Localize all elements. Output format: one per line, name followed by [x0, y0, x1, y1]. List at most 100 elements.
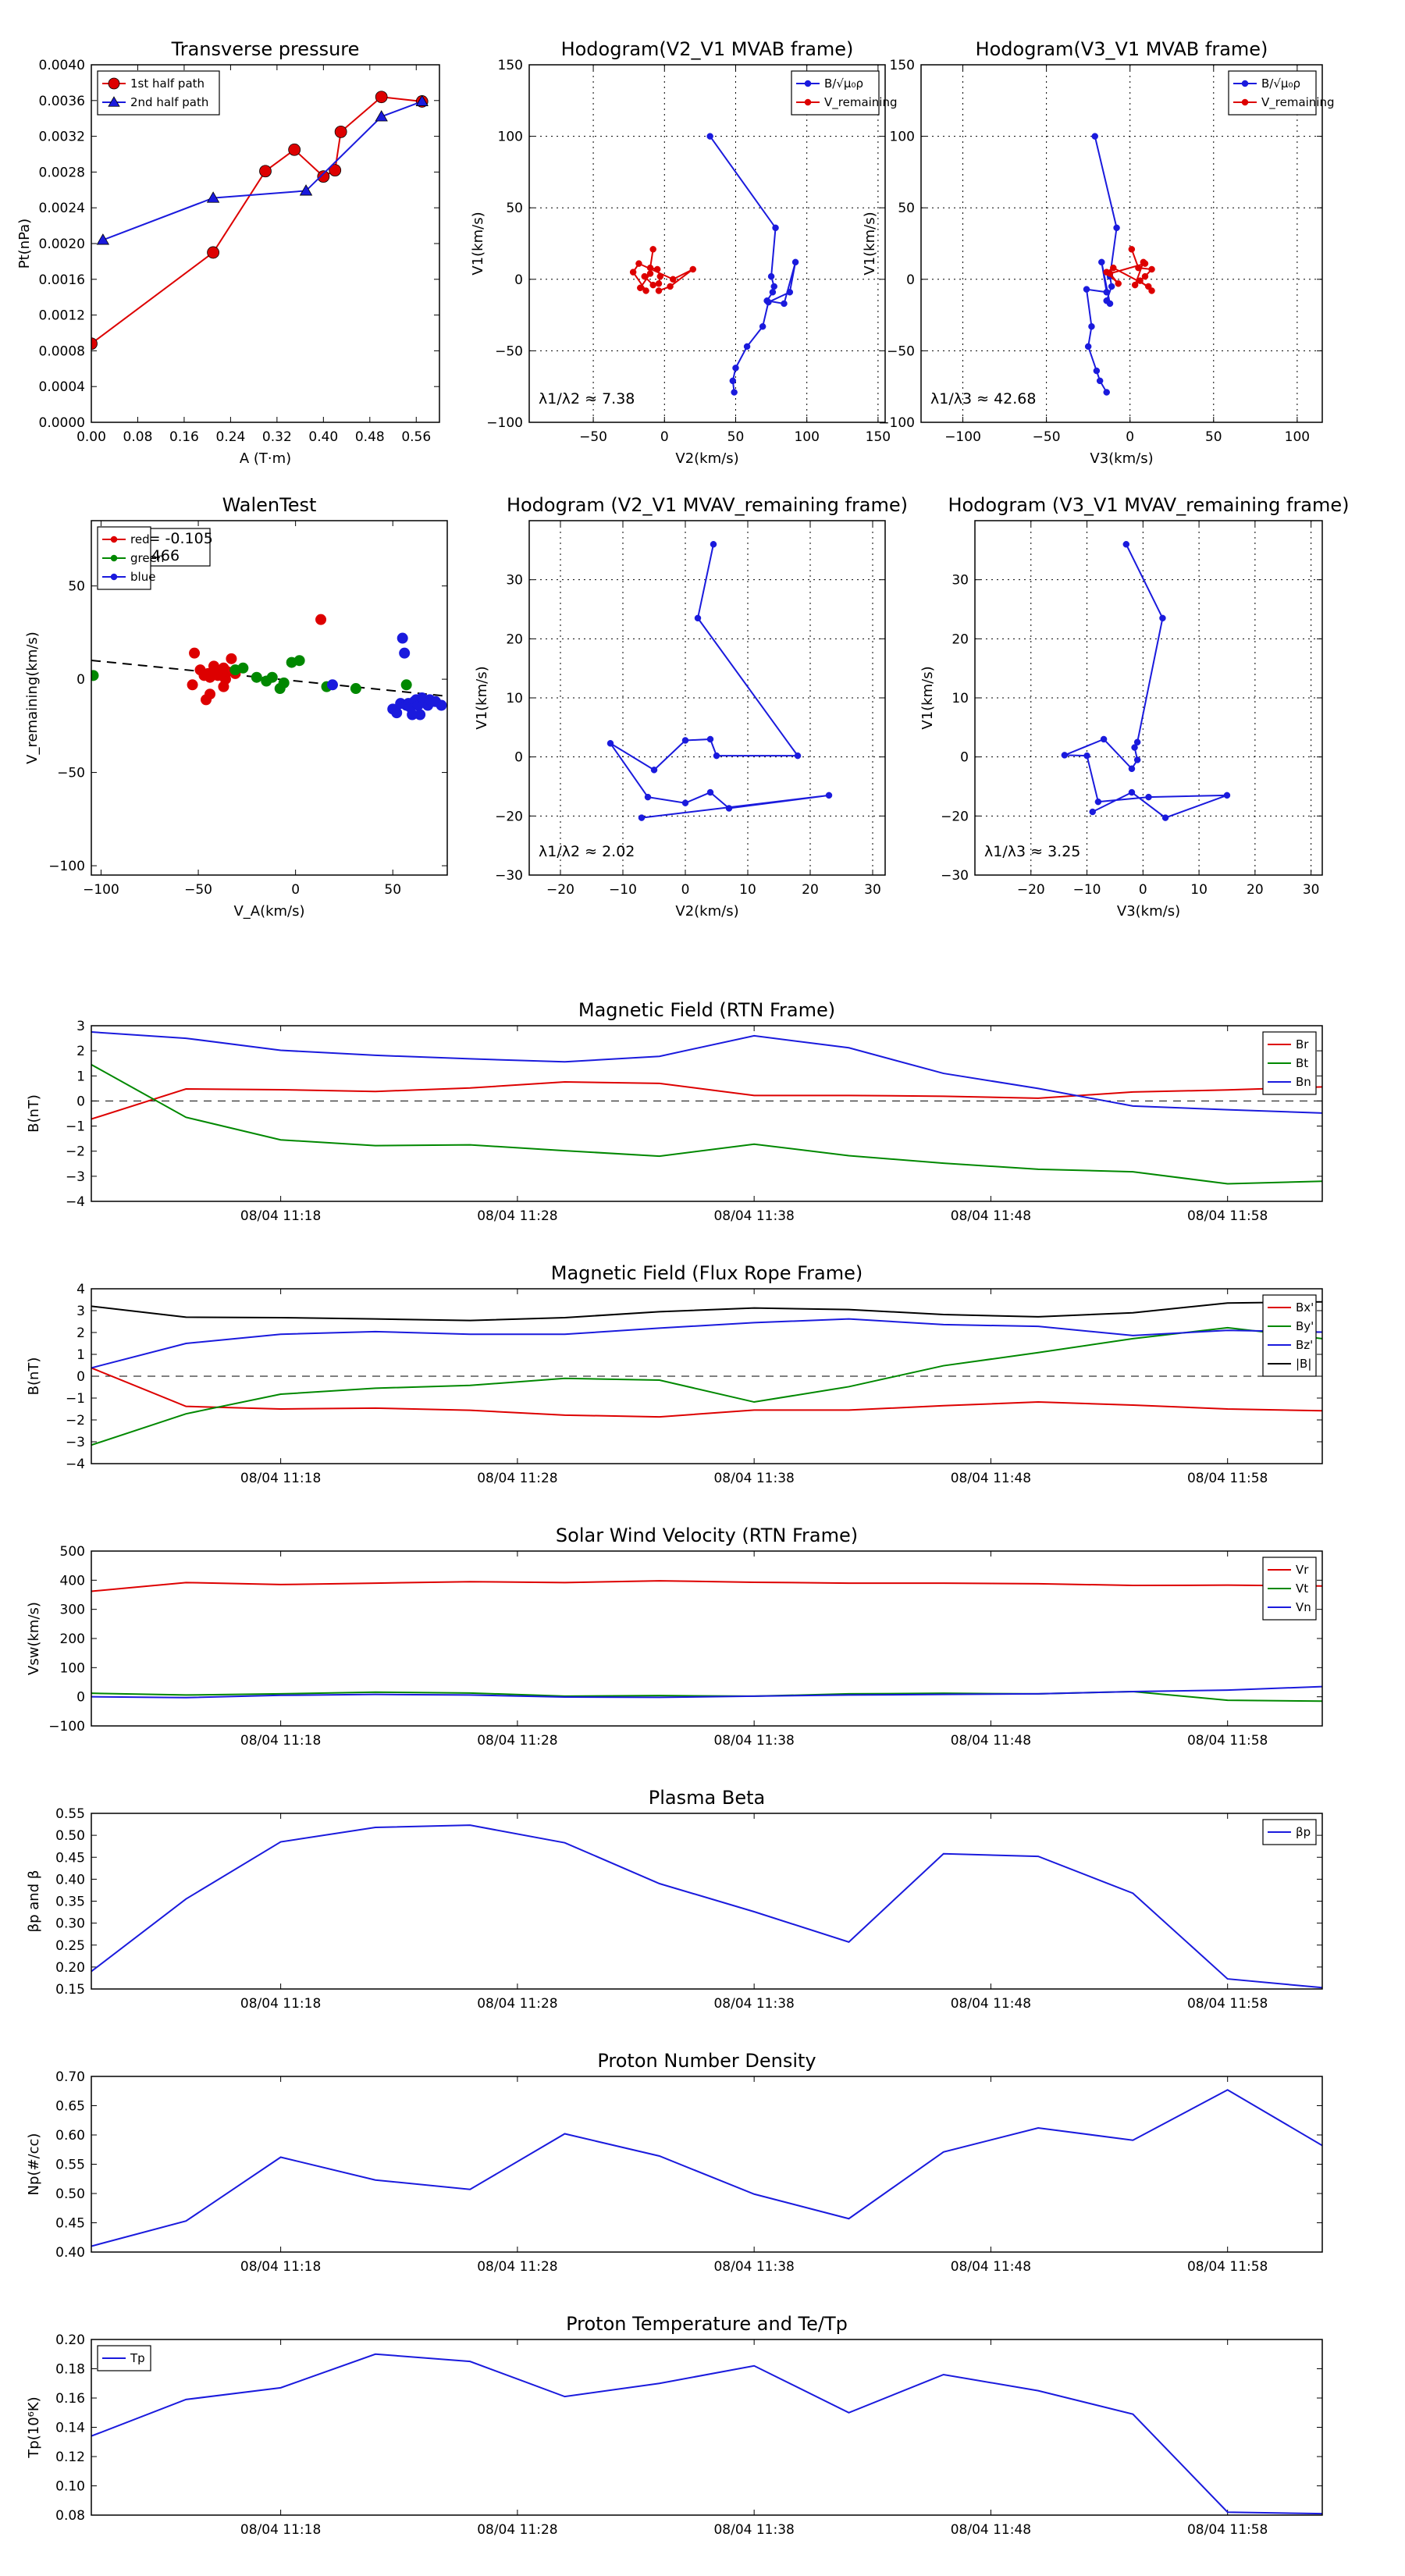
y-tick-label: 50	[898, 201, 915, 216]
data-point	[641, 272, 648, 280]
data-point	[637, 284, 644, 292]
plot-frame	[91, 1288, 1323, 1464]
y-axis-label: V1(km/s)	[474, 666, 490, 729]
data-point	[649, 281, 656, 289]
chart-h1: Hodogram(V2_V1 MVAB frame) −50 0 50 100 150 −1…	[470, 38, 898, 467]
y-tick-label: 0	[514, 272, 523, 288]
y-tick-label: 0.08	[55, 2508, 85, 2524]
plot-area	[91, 1300, 1322, 1446]
x-tick-label: 20	[802, 882, 819, 898]
legend-box	[1262, 1294, 1317, 1377]
series-line	[91, 1685, 1322, 1699]
series-line	[91, 1824, 1322, 1989]
x-tick-label: 0	[681, 882, 690, 898]
series-line	[91, 1300, 1322, 1322]
y-tick-label: −100	[486, 415, 523, 431]
x-tick-label: 08/04 11:38	[713, 2522, 794, 2538]
chart-title: Magnetic Field (Flux Rope Frame)	[551, 1262, 863, 1284]
y-tick-label: 0.25	[55, 1938, 85, 1954]
y-tick-label: −3	[66, 1169, 85, 1185]
data-point	[259, 165, 272, 178]
legend-box	[97, 70, 220, 116]
plot-area	[606, 541, 833, 821]
y-tick-label: −50	[495, 343, 523, 359]
ratio-annotation: λ1/λ2 ≈ 7.38	[539, 390, 635, 407]
y-tick-label: 0.20	[55, 1960, 85, 1976]
plot-frame	[91, 1550, 1323, 1727]
data-point	[706, 788, 714, 796]
data-point	[791, 258, 799, 266]
y-axis-label: Pt(nPa)	[16, 219, 33, 269]
chart-title: WalenTest	[222, 494, 317, 516]
legend-box	[1228, 70, 1317, 116]
legend-label: blue	[130, 570, 155, 584]
legend-label: Vr	[1296, 1563, 1309, 1577]
data-point	[765, 298, 772, 306]
chart-tp: Transverse pressure 0.00 0.08 0.16 0.24 0.32 0…	[16, 38, 440, 467]
legend-marker	[108, 96, 120, 107]
data-point	[759, 323, 767, 330]
x-tick-label: 08/04 11:48	[951, 1996, 1031, 2012]
y-tick-label: 0	[76, 1369, 85, 1385]
y-tick-label: 10	[951, 691, 969, 706]
legend-label: Vn	[1296, 1600, 1311, 1614]
x-tick-label: 08/04 11:38	[713, 1208, 794, 1224]
data-point	[317, 170, 330, 183]
y-tick-label: 0.45	[55, 2216, 85, 2232]
data-point	[725, 805, 733, 812]
plot-area	[629, 133, 799, 396]
y-tick-label: 0	[906, 272, 915, 288]
legend-marker	[110, 573, 118, 581]
data-point	[646, 264, 654, 272]
y-tick-label: 1	[76, 1347, 85, 1363]
data-point	[656, 272, 664, 280]
y-tick-label: 30	[506, 573, 523, 589]
legend: B/√μ₀ρ V_remaining	[791, 70, 898, 116]
plot-area	[91, 1580, 1322, 1703]
y-tick-label: 100	[498, 130, 523, 145]
x-tick-label: −50	[1033, 429, 1061, 445]
y-axis-label: βp and β	[26, 1870, 42, 1933]
x-tick-label: 08/04 11:18	[240, 2259, 321, 2275]
data-point	[329, 164, 342, 177]
legend: Br Bt Bn	[1262, 1031, 1317, 1095]
legend-label: By'	[1296, 1319, 1314, 1333]
plot-frame	[91, 1813, 1323, 1990]
y-tick-label: 0.60	[55, 2128, 85, 2144]
scatter-point	[226, 653, 237, 664]
data-point	[694, 614, 702, 622]
y-tick-label: 3	[76, 1304, 85, 1319]
y-tick-label: 0.0040	[39, 58, 85, 73]
y-tick-label: −1	[66, 1119, 85, 1135]
y-tick-label: 0.35	[55, 1895, 85, 1910]
x-tick-label: 08/04 11:38	[713, 2259, 794, 2275]
y-tick-label: 0.0012	[39, 308, 85, 324]
y-tick-label: 0.45	[55, 1850, 85, 1866]
series-line	[1064, 543, 1228, 819]
x-tick-label: 0	[1126, 429, 1134, 445]
plot-frame	[91, 1025, 1323, 1202]
legend-label: 1st half path	[130, 76, 205, 91]
series-line	[610, 544, 830, 819]
data-point	[1145, 793, 1152, 801]
scatter-point	[326, 679, 338, 691]
data-point	[1108, 283, 1115, 290]
y-tick-label: 200	[60, 1631, 85, 1647]
x-tick-label: 08/04 11:58	[1187, 2259, 1268, 2275]
legend-label: Tp	[130, 2351, 145, 2365]
y-tick-label: 0.20	[55, 2332, 85, 2348]
data-point	[1161, 814, 1169, 821]
data-point	[1089, 808, 1096, 816]
data-point	[769, 289, 777, 296]
data-point	[642, 287, 649, 294]
y-tick-label: 0.55	[55, 2158, 85, 2173]
legend-label: green	[130, 551, 164, 565]
x-tick-label: 08/04 11:28	[477, 1471, 557, 1486]
x-axis-label: V2(km/s)	[675, 903, 738, 920]
legend-label: Vt	[1296, 1582, 1308, 1596]
ratio-annotation: λ1/λ2 ≈ 2.02	[539, 843, 635, 860]
legend-marker	[110, 535, 118, 543]
y-axis-label: B(nT)	[26, 1094, 42, 1133]
chart-title: Solar Wind Velocity (RTN Frame)	[556, 1525, 858, 1546]
